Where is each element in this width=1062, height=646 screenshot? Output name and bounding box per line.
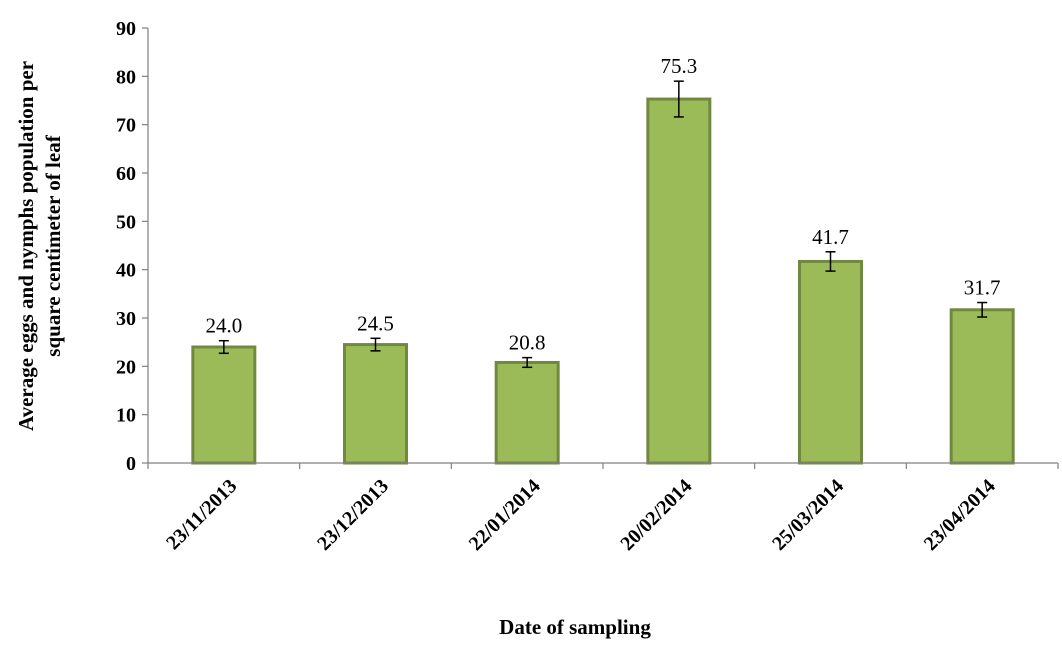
- y-axis-title-line-2: square centimeter of leaf: [41, 134, 65, 356]
- bars: [191, 97, 1015, 465]
- error-bar: [825, 251, 836, 272]
- x-tick-label: 23/12/2013: [313, 475, 393, 555]
- bar: [646, 97, 712, 465]
- bar: [798, 259, 863, 465]
- y-tick-label: 20: [116, 356, 136, 378]
- data-labels: 24.0 24.5 20.8 75.3 41.7 31.7: [205, 54, 1000, 354]
- error-bar: [673, 80, 684, 118]
- error-bar: [370, 337, 381, 352]
- y-axis-title: Average eggs and nymphs population per s…: [14, 61, 65, 431]
- bar: [949, 308, 1015, 465]
- x-tick-label: 22/01/2014: [465, 475, 545, 555]
- y-tick-label: 10: [116, 405, 136, 427]
- y-tick-label: 30: [116, 308, 136, 330]
- bar: [191, 345, 257, 465]
- y-tick-label: 50: [116, 211, 136, 233]
- x-tick-label: 20/02/2014: [616, 475, 696, 555]
- data-label: 20.8: [509, 331, 546, 355]
- error-bars: [218, 80, 988, 369]
- error-bar: [218, 339, 229, 355]
- y-tick-label: 40: [116, 260, 136, 282]
- data-label: 75.3: [660, 54, 697, 78]
- y-tick-label: 90: [116, 18, 136, 40]
- error-bar: [977, 301, 988, 318]
- data-label: 24.5: [357, 311, 394, 335]
- y-tick-label: 70: [116, 115, 136, 137]
- data-label: 24.0: [205, 314, 242, 338]
- y-tick-label: 60: [116, 163, 136, 185]
- y-tick-label: 0: [126, 453, 136, 475]
- error-bar: [522, 356, 533, 369]
- x-tick-label: 23/11/2013: [162, 475, 241, 554]
- bar: [494, 360, 560, 465]
- y-axis-title-line-1: Average eggs and nymphs population per: [14, 61, 38, 431]
- data-label: 31.7: [964, 276, 1001, 300]
- x-axis-title: Date of sampling: [499, 615, 651, 639]
- data-label: 41.7: [812, 225, 849, 249]
- x-axis-ticks: 23/11/2013 23/12/2013 22/01/2014 20/02/2014…: [147, 463, 1059, 555]
- y-tick-label: 80: [116, 66, 136, 88]
- y-axis-ticks: 0 10 20 30 40 50 60 70 80 90: [116, 18, 148, 475]
- bar: [343, 343, 408, 465]
- x-tick-label: 25/03/2014: [768, 475, 848, 555]
- x-tick-label: 23/04/2014: [920, 475, 1000, 555]
